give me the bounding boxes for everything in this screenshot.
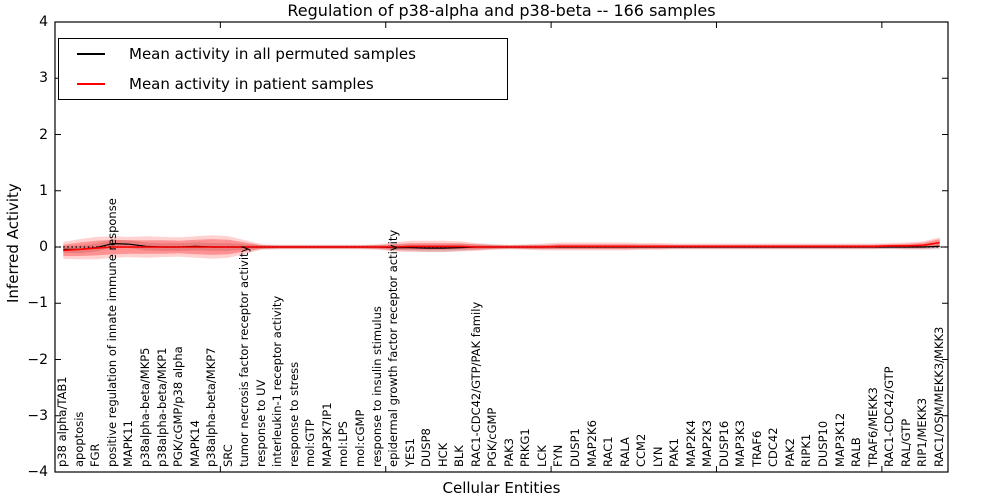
x-category-label: interleukin-1 receptor activity — [270, 295, 285, 467]
x-category-label: MAP3K7IP1 — [319, 402, 334, 467]
x-category-label: RIP1/MEKK3 — [915, 397, 930, 467]
y-tick-label: −1 — [27, 295, 48, 312]
x-category-label: CDC42 — [766, 427, 781, 467]
legend-label-patient: Mean activity in patient samples — [129, 75, 374, 93]
patient-mean-line — [63, 241, 940, 252]
x-category-label: FYN — [551, 444, 566, 467]
x-category-label: LYN — [650, 446, 665, 467]
x-category-label: response to UV — [253, 379, 268, 467]
x-category-label: MAP2K6 — [584, 420, 599, 467]
x-category-label: MAPK11 — [121, 420, 136, 467]
x-category-label: p38alpha-beta/MKP1 — [154, 347, 169, 467]
x-category-label: LCK — [534, 445, 549, 467]
x-category-label: DUSP16 — [716, 420, 731, 467]
x-category-label: response to insulin stimulus — [369, 306, 384, 467]
y-tick-label: −3 — [27, 407, 48, 424]
x-category-label: MAPK14 — [187, 420, 202, 467]
x-category-label: tumor necrosis factor receptor activity — [237, 245, 252, 467]
chart-title: Regulation of p38-alpha and p38-beta -- … — [287, 1, 716, 20]
y-tick-label: 4 — [39, 14, 48, 30]
x-category-label: RAC1 — [601, 436, 615, 467]
x-category-label: mol:GTP — [303, 419, 318, 467]
x-category-label: MAP3K3 — [733, 420, 748, 467]
x-category-label: DUSP8 — [419, 428, 434, 467]
x-category-label: epidermal growth factor receptor activit… — [386, 229, 400, 467]
y-tick-label: 0 — [39, 239, 48, 255]
x-category-label: DUSP1 — [567, 428, 582, 467]
legend: Mean activity in all permuted samples Me… — [58, 38, 508, 100]
x-category-label: RAC1-CDC42/GTP/PAK family — [468, 301, 483, 467]
x-axis-label: Cellular Entities — [442, 479, 561, 497]
x-category-label: p38alpha-beta/MKP5 — [138, 347, 152, 467]
x-category-label: CCM2 — [634, 433, 649, 467]
x-category-label: mol:LPS — [336, 421, 351, 467]
x-category-label: RALB — [849, 437, 863, 467]
x-category-label: PRKG1 — [518, 428, 533, 467]
x-category-label: mol:cGMP — [352, 409, 367, 467]
y-tick-label: −4 — [27, 464, 48, 480]
x-category-label: p38 alpha/TAB1 — [55, 376, 70, 467]
y-tick-label: 1 — [39, 182, 48, 199]
x-category-label: p38alpha-beta/MKP7 — [204, 347, 219, 467]
legend-row-patient: Mean activity in patient samples — [59, 69, 507, 99]
y-tick-label: 2 — [39, 126, 48, 143]
x-category-label: RAC1/OSM/MEKK3/MKK3 — [931, 326, 946, 467]
x-category-label: HCK — [435, 442, 450, 467]
patient-line-swatch — [77, 83, 105, 85]
x-category-label: positive regulation of innate immune res… — [104, 198, 119, 467]
y-tick-label: −2 — [27, 351, 48, 368]
x-category-label: SRC — [220, 444, 235, 467]
x-category-label: FGR — [88, 443, 103, 467]
x-category-label: YES1 — [402, 438, 417, 467]
x-category-label: TRAF6/MEKK3 — [865, 387, 880, 467]
x-category-label: PAK2 — [782, 438, 797, 467]
x-category-label: apoptosis — [71, 411, 86, 467]
x-category-label: RAC1-CDC42/GTP — [882, 366, 897, 467]
y-tick-label: 3 — [39, 70, 48, 87]
legend-label-permuted: Mean activity in all permuted samples — [129, 45, 416, 63]
permuted-line-swatch — [77, 53, 105, 55]
x-category-label: RIPK1 — [799, 433, 814, 467]
x-category-label: PAK1 — [667, 438, 682, 467]
x-category-label: RALA — [617, 437, 632, 467]
x-category-label: PAK3 — [501, 438, 516, 467]
x-category-label: MAP3K12 — [832, 412, 847, 467]
x-category-label: DUSP10 — [816, 420, 830, 467]
x-category-label: PGK/cGMP — [485, 407, 500, 467]
x-category-label: MAP2K3 — [700, 420, 715, 467]
legend-row-permuted: Mean activity in all permuted samples — [59, 39, 507, 69]
x-category-label: MAP2K4 — [683, 420, 698, 467]
x-category-label: TRAF6 — [749, 430, 764, 467]
x-category-label: BLK — [452, 445, 467, 467]
x-category-label: response to stress — [286, 361, 301, 467]
x-category-label: PGK/cGMP/p38 alpha — [171, 346, 185, 467]
x-category-label: RAL/GTP — [898, 418, 913, 467]
